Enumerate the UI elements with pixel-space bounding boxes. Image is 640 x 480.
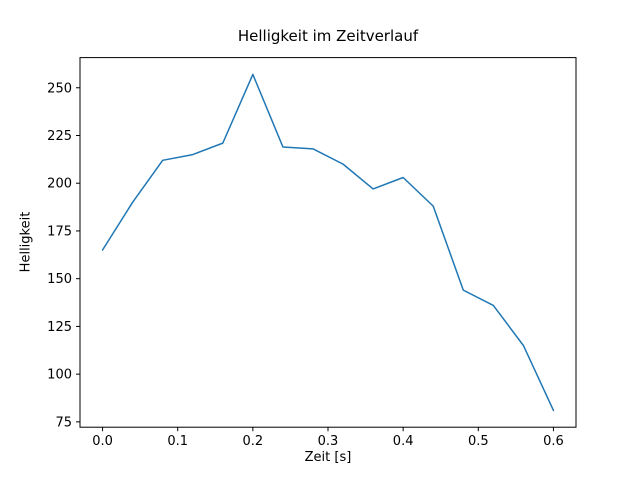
x-tick-label: 0.3 — [318, 434, 339, 449]
y-tick-label: 225 — [47, 129, 72, 144]
y-tick-label: 75 — [55, 415, 72, 430]
y-tick-label: 100 — [47, 368, 72, 383]
y-tick-label: 200 — [47, 177, 72, 192]
x-tick-label: 0.1 — [167, 434, 188, 449]
x-tick-label: 0.4 — [393, 434, 414, 449]
x-tick-label: 0.0 — [92, 434, 113, 449]
plot-spines — [79, 57, 577, 428]
x-tick-label: 0.6 — [543, 434, 564, 449]
y-tick-label: 250 — [47, 81, 72, 96]
data-line — [101, 73, 555, 412]
y-tick-label: 125 — [47, 320, 72, 335]
x-axis-label: Zeit [s] — [304, 450, 352, 465]
chart-title: Helligkeit im Zeitverlauf — [237, 27, 419, 45]
y-tick-label: 150 — [47, 272, 72, 287]
x-tick-label: 0.5 — [468, 434, 489, 449]
y-tick-label: 175 — [47, 224, 72, 239]
x-tick-label: 0.2 — [243, 434, 264, 449]
